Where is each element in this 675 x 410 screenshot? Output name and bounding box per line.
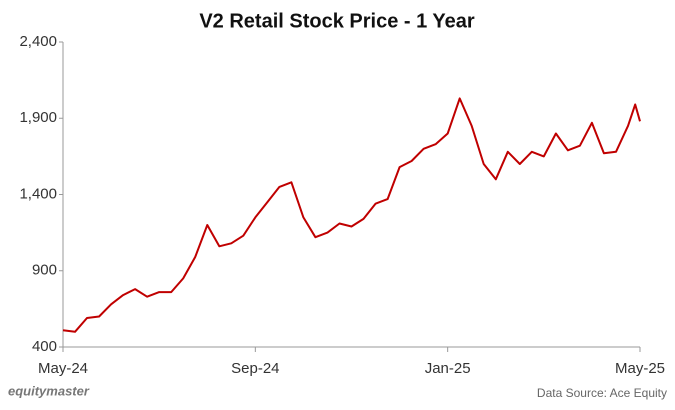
y-tick-label: 2,400 — [19, 33, 57, 50]
x-tick-label: May-25 — [615, 360, 665, 377]
price-line — [62, 97, 641, 333]
y-tick-label: 1,900 — [19, 109, 57, 126]
x-tick-label: Jan-25 — [425, 360, 471, 377]
source: Data Source: Ace Equity — [537, 386, 667, 400]
y-tick-label: 400 — [32, 338, 57, 355]
x-tick-label: Sep-24 — [231, 360, 279, 377]
y-tick-label: 900 — [32, 262, 57, 279]
y-tick-label: 1,400 — [19, 185, 57, 202]
chart-title: V2 Retail Stock Price - 1 Year — [199, 10, 475, 32]
brand: equitymaster — [8, 383, 90, 398]
x-tick-label: May-24 — [38, 360, 88, 377]
